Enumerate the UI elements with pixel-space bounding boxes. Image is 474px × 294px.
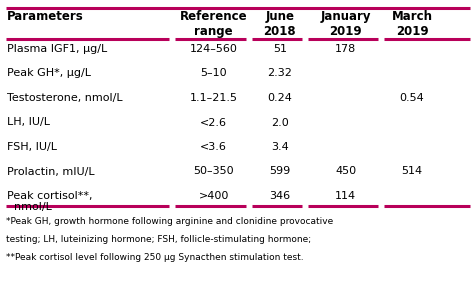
Text: 0.24: 0.24 [267,93,292,103]
Text: <2.6: <2.6 [200,118,227,128]
Text: FSH, IU/L: FSH, IU/L [7,142,57,152]
Text: 1.1–21.5: 1.1–21.5 [190,93,237,103]
Text: 514: 514 [401,166,422,176]
Text: 346: 346 [269,191,290,201]
Text: Testosterone, nmol/L: Testosterone, nmol/L [7,93,123,103]
Text: 599: 599 [269,166,291,176]
Text: LH, IU/L: LH, IU/L [7,118,50,128]
Text: Peak GH*, μg/L: Peak GH*, μg/L [7,69,91,78]
Text: 450: 450 [335,166,356,176]
Text: 124–560: 124–560 [190,44,237,54]
Text: 50–350: 50–350 [193,166,234,176]
Text: >400: >400 [199,191,229,201]
Text: 2.0: 2.0 [271,118,289,128]
Text: 0.54: 0.54 [400,93,424,103]
Text: June
2018: June 2018 [264,10,296,38]
Text: **Peak cortisol level following 250 μg Synacthen stimulation test.: **Peak cortisol level following 250 μg S… [6,253,304,263]
Text: 5–10: 5–10 [201,69,227,78]
Text: Prolactin, mIU/L: Prolactin, mIU/L [7,166,95,176]
Text: 51: 51 [273,44,287,54]
Text: testing; LH, luteinizing hormone; FSH, follicle-stimulating hormone;: testing; LH, luteinizing hormone; FSH, f… [6,235,311,245]
Text: 114: 114 [335,191,356,201]
Text: March
2019: March 2019 [392,10,432,38]
Text: *Peak GH, growth hormone following arginine and clonidine provocative: *Peak GH, growth hormone following argin… [6,218,333,226]
Text: 2.32: 2.32 [267,69,292,78]
Text: 3.4: 3.4 [271,142,289,152]
Text: Peak cortisol**,
  nmol/L: Peak cortisol**, nmol/L [7,191,92,212]
Text: <3.6: <3.6 [200,142,227,152]
Text: January
2019: January 2019 [320,10,371,38]
Text: Reference
range: Reference range [180,10,247,38]
Text: Parameters: Parameters [7,10,84,23]
Text: Plasma IGF1, μg/L: Plasma IGF1, μg/L [7,44,107,54]
Text: 178: 178 [335,44,356,54]
